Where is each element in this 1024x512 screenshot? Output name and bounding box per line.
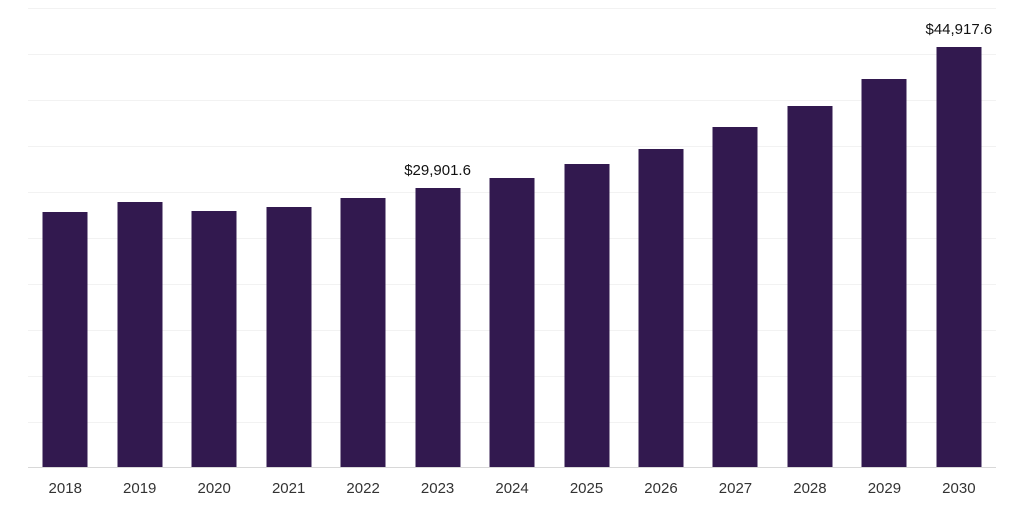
grid-line — [28, 146, 996, 147]
bar-slot-2028 — [773, 8, 847, 468]
plot-area: $29,901.6 $44,917.6 — [28, 8, 996, 468]
bar-slot-2020 — [177, 8, 251, 468]
x-label-2026: 2026 — [644, 480, 678, 497]
bar-slot-2027 — [698, 8, 772, 468]
x-label-2020: 2020 — [197, 480, 231, 497]
bar-2028 — [787, 106, 833, 468]
data-label-2023: $29,901.6 — [404, 161, 471, 179]
x-label-2025: 2025 — [569, 480, 604, 497]
bar-slot-2023: $29,901.6 — [400, 8, 474, 468]
bar-slot-2021 — [251, 8, 325, 468]
x-label-2029: 2029 — [867, 480, 902, 497]
x-label-2021: 2021 — [271, 480, 306, 497]
bars-container: $29,901.6 $44,917.6 — [28, 8, 996, 468]
bar-2018 — [42, 212, 88, 468]
x-label-2024: 2024 — [495, 480, 529, 497]
bar-slot-2022 — [326, 8, 400, 468]
grid-line — [28, 54, 996, 55]
grid-line — [28, 8, 996, 9]
bar-slot-2024 — [475, 8, 549, 468]
bar-2019 — [117, 201, 163, 468]
x-label-2022: 2022 — [346, 480, 380, 497]
x-label-2018: 2018 — [48, 480, 82, 497]
bar-slot-2030: $44,917.6 — [922, 8, 996, 468]
x-label-2030: 2030 — [942, 480, 976, 497]
bar-2029 — [861, 79, 907, 468]
bar-2025 — [564, 164, 610, 468]
bar-2026 — [638, 149, 684, 468]
bar-slot-2029 — [847, 8, 921, 468]
bar-2030 — [936, 47, 982, 468]
x-label-2027: 2027 — [718, 480, 753, 497]
x-label-2028: 2028 — [793, 480, 827, 497]
bar-2027 — [712, 126, 758, 468]
bar-2023 — [415, 187, 461, 468]
x-label-2023: 2023 — [420, 480, 455, 497]
bar-2021 — [266, 206, 312, 468]
bar-2024 — [489, 178, 535, 468]
bar-2022 — [340, 198, 386, 468]
bar-slot-2019 — [102, 8, 176, 468]
bar-slot-2026 — [624, 8, 698, 468]
bar-2020 — [191, 210, 237, 468]
bar-slot-2025 — [549, 8, 623, 468]
x-axis-line — [28, 467, 996, 468]
data-label-2030: $44,917.6 — [925, 21, 993, 39]
x-axis-labels: 2018 2019 2020 2021 2022 2023 2024 2025 2026 2027… — [28, 480, 996, 497]
grid-line — [28, 100, 996, 101]
bar-slot-2018 — [28, 8, 102, 468]
x-label-2019: 2019 — [123, 480, 157, 497]
